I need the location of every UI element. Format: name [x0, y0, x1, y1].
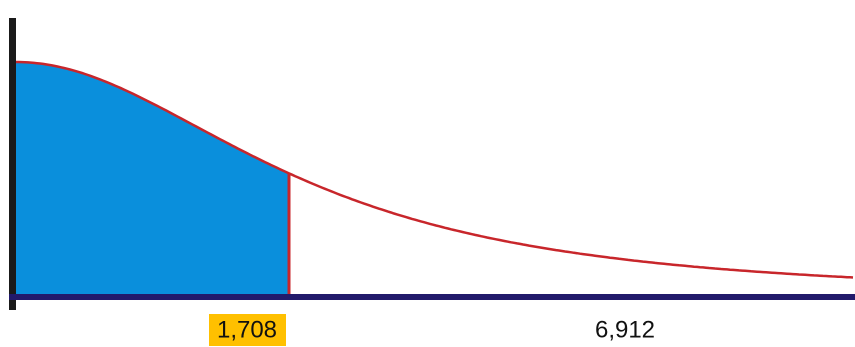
critical-value-label: 1,708	[217, 316, 277, 343]
label-highlight	[209, 314, 286, 346]
y-axis	[9, 18, 16, 310]
density-curve	[16, 60, 854, 279]
shaded-area	[16, 62, 289, 297]
statistic-label: 6,912	[595, 316, 655, 343]
x-axis	[9, 294, 855, 300]
